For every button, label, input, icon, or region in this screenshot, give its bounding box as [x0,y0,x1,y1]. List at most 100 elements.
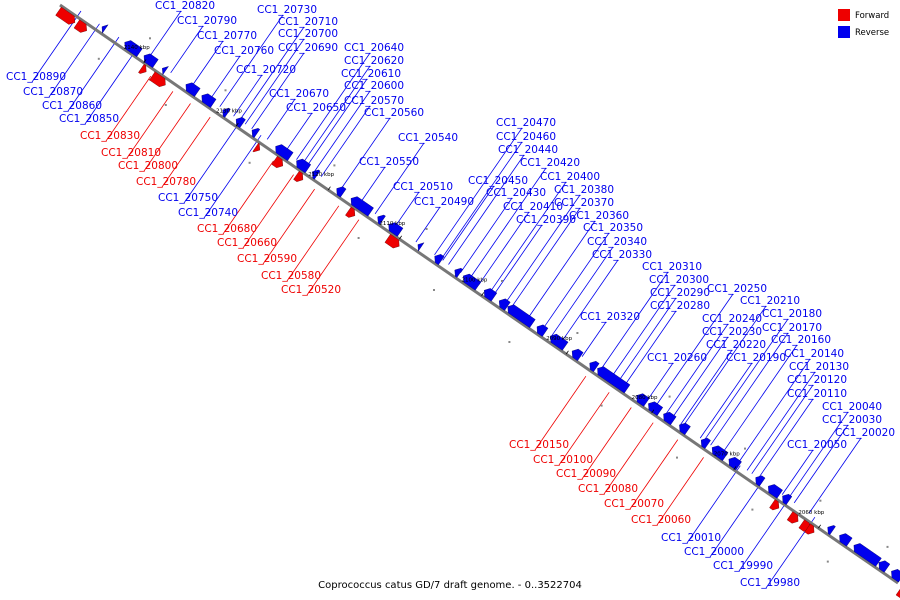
gene-label: CC1_20770 [197,30,257,42]
gene-label: CC1_20150 [509,439,569,451]
gene-label: CC1_20310 [642,261,702,273]
label-leader-line [469,167,547,280]
label-leader-line [209,55,241,101]
forward-gene-arrow [138,63,147,74]
label-leader-line [680,349,733,425]
kbp-tick-label: 2130 kbp [216,108,242,114]
gene-label: CC1_20300 [649,274,709,286]
gene-label: CC1_20740 [178,207,238,219]
label-leader-line [493,224,543,296]
label-leader-line [340,117,391,191]
gene-label: CC1_20760 [214,45,274,57]
label-leader-line [148,10,182,58]
gene-label: CC1_20010 [661,532,721,544]
marker-dot [333,164,336,167]
marker-dot [97,57,100,60]
reverse-gene-arrow [296,158,312,174]
label-leader-line [284,112,313,153]
gene-label: CC1_20780 [136,176,196,188]
marker-dot [751,508,754,511]
label-leader-line [233,74,263,117]
label-leader-line [738,498,789,572]
genome-caption: Coprococcus catus GD/7 draft genome. - 0… [318,580,582,591]
gene-label: CC1_20000 [684,546,744,558]
label-leader-line [808,437,862,514]
label-leader-line [170,25,204,74]
gene-features [55,6,900,598]
label-leader-line [219,14,284,107]
reverse-gene-arrow [636,393,650,407]
gene-label: CC1_20290 [650,287,710,299]
label-leader-line [671,336,729,419]
label-leader-line [183,120,241,204]
label-leader-line [617,297,677,382]
legend-reverse-label: Reverse [855,28,889,38]
gene-label: CC1_20450 [468,175,528,187]
gene-label: CC1_20110 [787,388,847,400]
gene-label: CC1_20250 [707,283,767,295]
label-leader-line [105,75,152,142]
kbp-tick-label: 2070 kbp [714,452,740,458]
gene-label: CC1_20380 [554,184,614,196]
forward-gene-arrow [252,142,261,153]
marker-dot [149,37,151,40]
gene-label: CC1_20260 [647,352,707,364]
gene-label: CC1_20690 [278,42,338,54]
gene-label: CC1_20220 [706,339,766,351]
label-leader-line [581,321,607,357]
gene-label: CC1_20520 [281,284,341,296]
kbp-tick-label: 2100 kbp [462,278,488,284]
gene-label: CC1_20810 [101,147,161,159]
reverse-gene-arrow [853,543,882,567]
forward-gene-arrow [271,155,284,169]
gene-label: CC1_20190 [726,352,786,364]
gene-label: CC1_20700 [278,28,338,40]
marker-dot [576,332,579,334]
reverse-gene-arrow [143,53,159,68]
marker-dot [508,341,511,343]
label-leader-line [510,207,581,308]
label-leader-line [251,52,305,130]
gene-label: CC1_20610 [341,68,401,80]
forward-gene-arrow [895,588,900,598]
label-leader-line [542,232,610,330]
gene-label: CC1_20650 [286,102,346,114]
label-leader-line [781,449,814,495]
gene-label: CC1_20590 [237,253,297,265]
forward-gene-arrow [769,499,780,511]
reverse-gene-arrow [454,267,463,278]
reverse-gene-arrow [388,222,404,237]
gene-label: CC1_20130 [789,361,849,373]
label-leader-line [374,142,425,215]
gene-label: CC1_20230 [702,326,762,338]
label-leader-line [203,134,262,219]
gene-label: CC1_19980 [740,577,800,589]
reverse-gene-arrow [463,273,482,291]
reverse-gene-arrow [597,366,631,394]
gene-label: CC1_20360 [569,210,629,222]
reverse-gene-arrow [571,348,584,362]
kbp-tick-mark [565,350,569,355]
reverse-gene-arrow [891,569,900,583]
reverse-gene-arrow [589,360,600,372]
reverse-gene-arrow [700,437,711,449]
gene-label: CC1_20240 [702,313,762,325]
gene-label: CC1_20470 [496,117,556,129]
label-leader-line [67,36,120,112]
label-leader-line [306,219,360,296]
legend-forward-label: Forward [855,11,889,21]
reverse-gene-arrow [377,214,386,225]
label-leader-line [244,38,305,125]
marker-dot [676,456,678,459]
gene-label: CC1_20550 [359,156,419,168]
reverse-gene-arrow [711,445,729,461]
gene-label: CC1_20860 [42,100,102,112]
gene-label: CC1_20320 [580,311,640,323]
label-leader-line [709,480,763,558]
gene-label: CC1_20100 [533,454,593,466]
label-leader-line [320,105,371,177]
gene-label: CC1_20600 [344,80,404,92]
kbp-tick-mark [399,235,402,240]
